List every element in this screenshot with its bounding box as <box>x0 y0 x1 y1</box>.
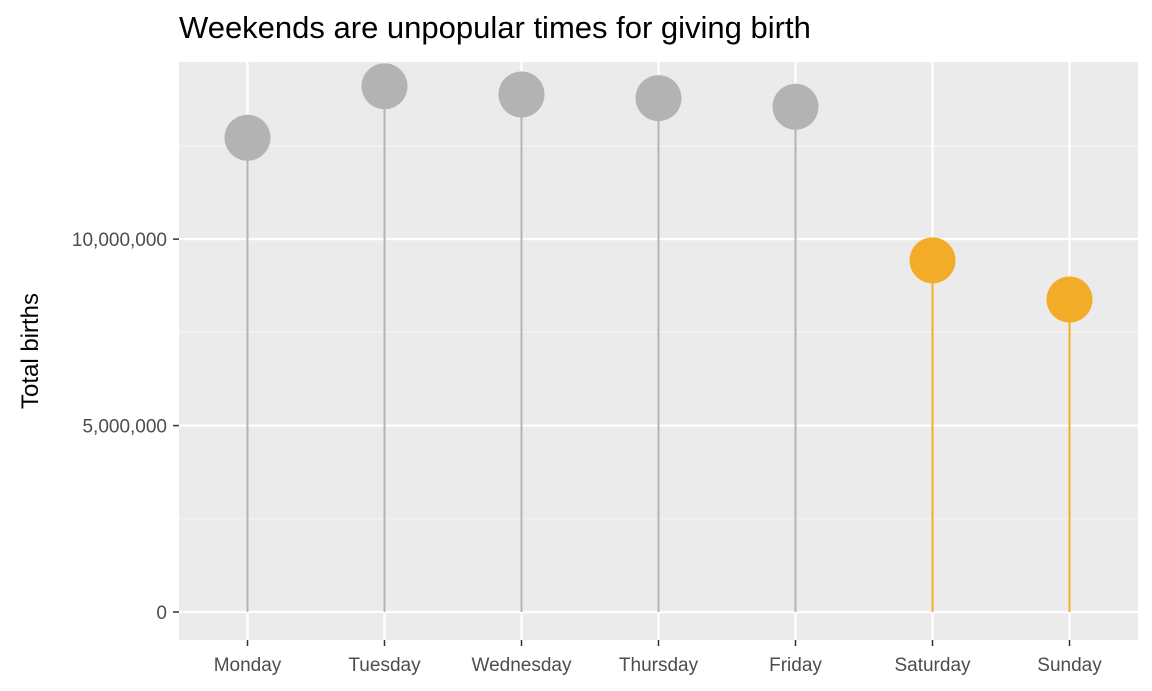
chart-title: Weekends are unpopular times for giving … <box>179 10 811 45</box>
x-tick-label: Tuesday <box>348 655 421 676</box>
x-tick-label: Thursday <box>619 655 699 676</box>
y-tick-label: 0 <box>156 603 167 624</box>
y-axis-label: Total births <box>17 293 44 409</box>
point-tuesday <box>361 63 408 110</box>
x-tick-label: Friday <box>769 655 822 676</box>
point-wednesday <box>498 71 545 118</box>
point-sunday <box>1046 276 1093 323</box>
lollipop-points <box>224 63 1093 323</box>
x-tick-label: Wednesday <box>472 655 572 676</box>
x-tick-label: Saturday <box>894 655 971 676</box>
point-friday <box>772 83 819 130</box>
x-tick-label: Monday <box>214 655 282 676</box>
y-tick-label: 5,000,000 <box>82 417 167 438</box>
y-tick-label: 10,000,000 <box>72 230 167 251</box>
x-axis: Monday Tuesday Wednesday Thursday Friday Satu… <box>214 640 1102 676</box>
point-saturday <box>909 237 956 284</box>
x-tick-label: Sunday <box>1037 655 1102 676</box>
lollipop-stems <box>246 86 1071 613</box>
y-axis: 0 5,000,000 10,000,000 <box>72 230 179 624</box>
point-monday <box>224 114 271 161</box>
point-thursday <box>635 75 682 122</box>
